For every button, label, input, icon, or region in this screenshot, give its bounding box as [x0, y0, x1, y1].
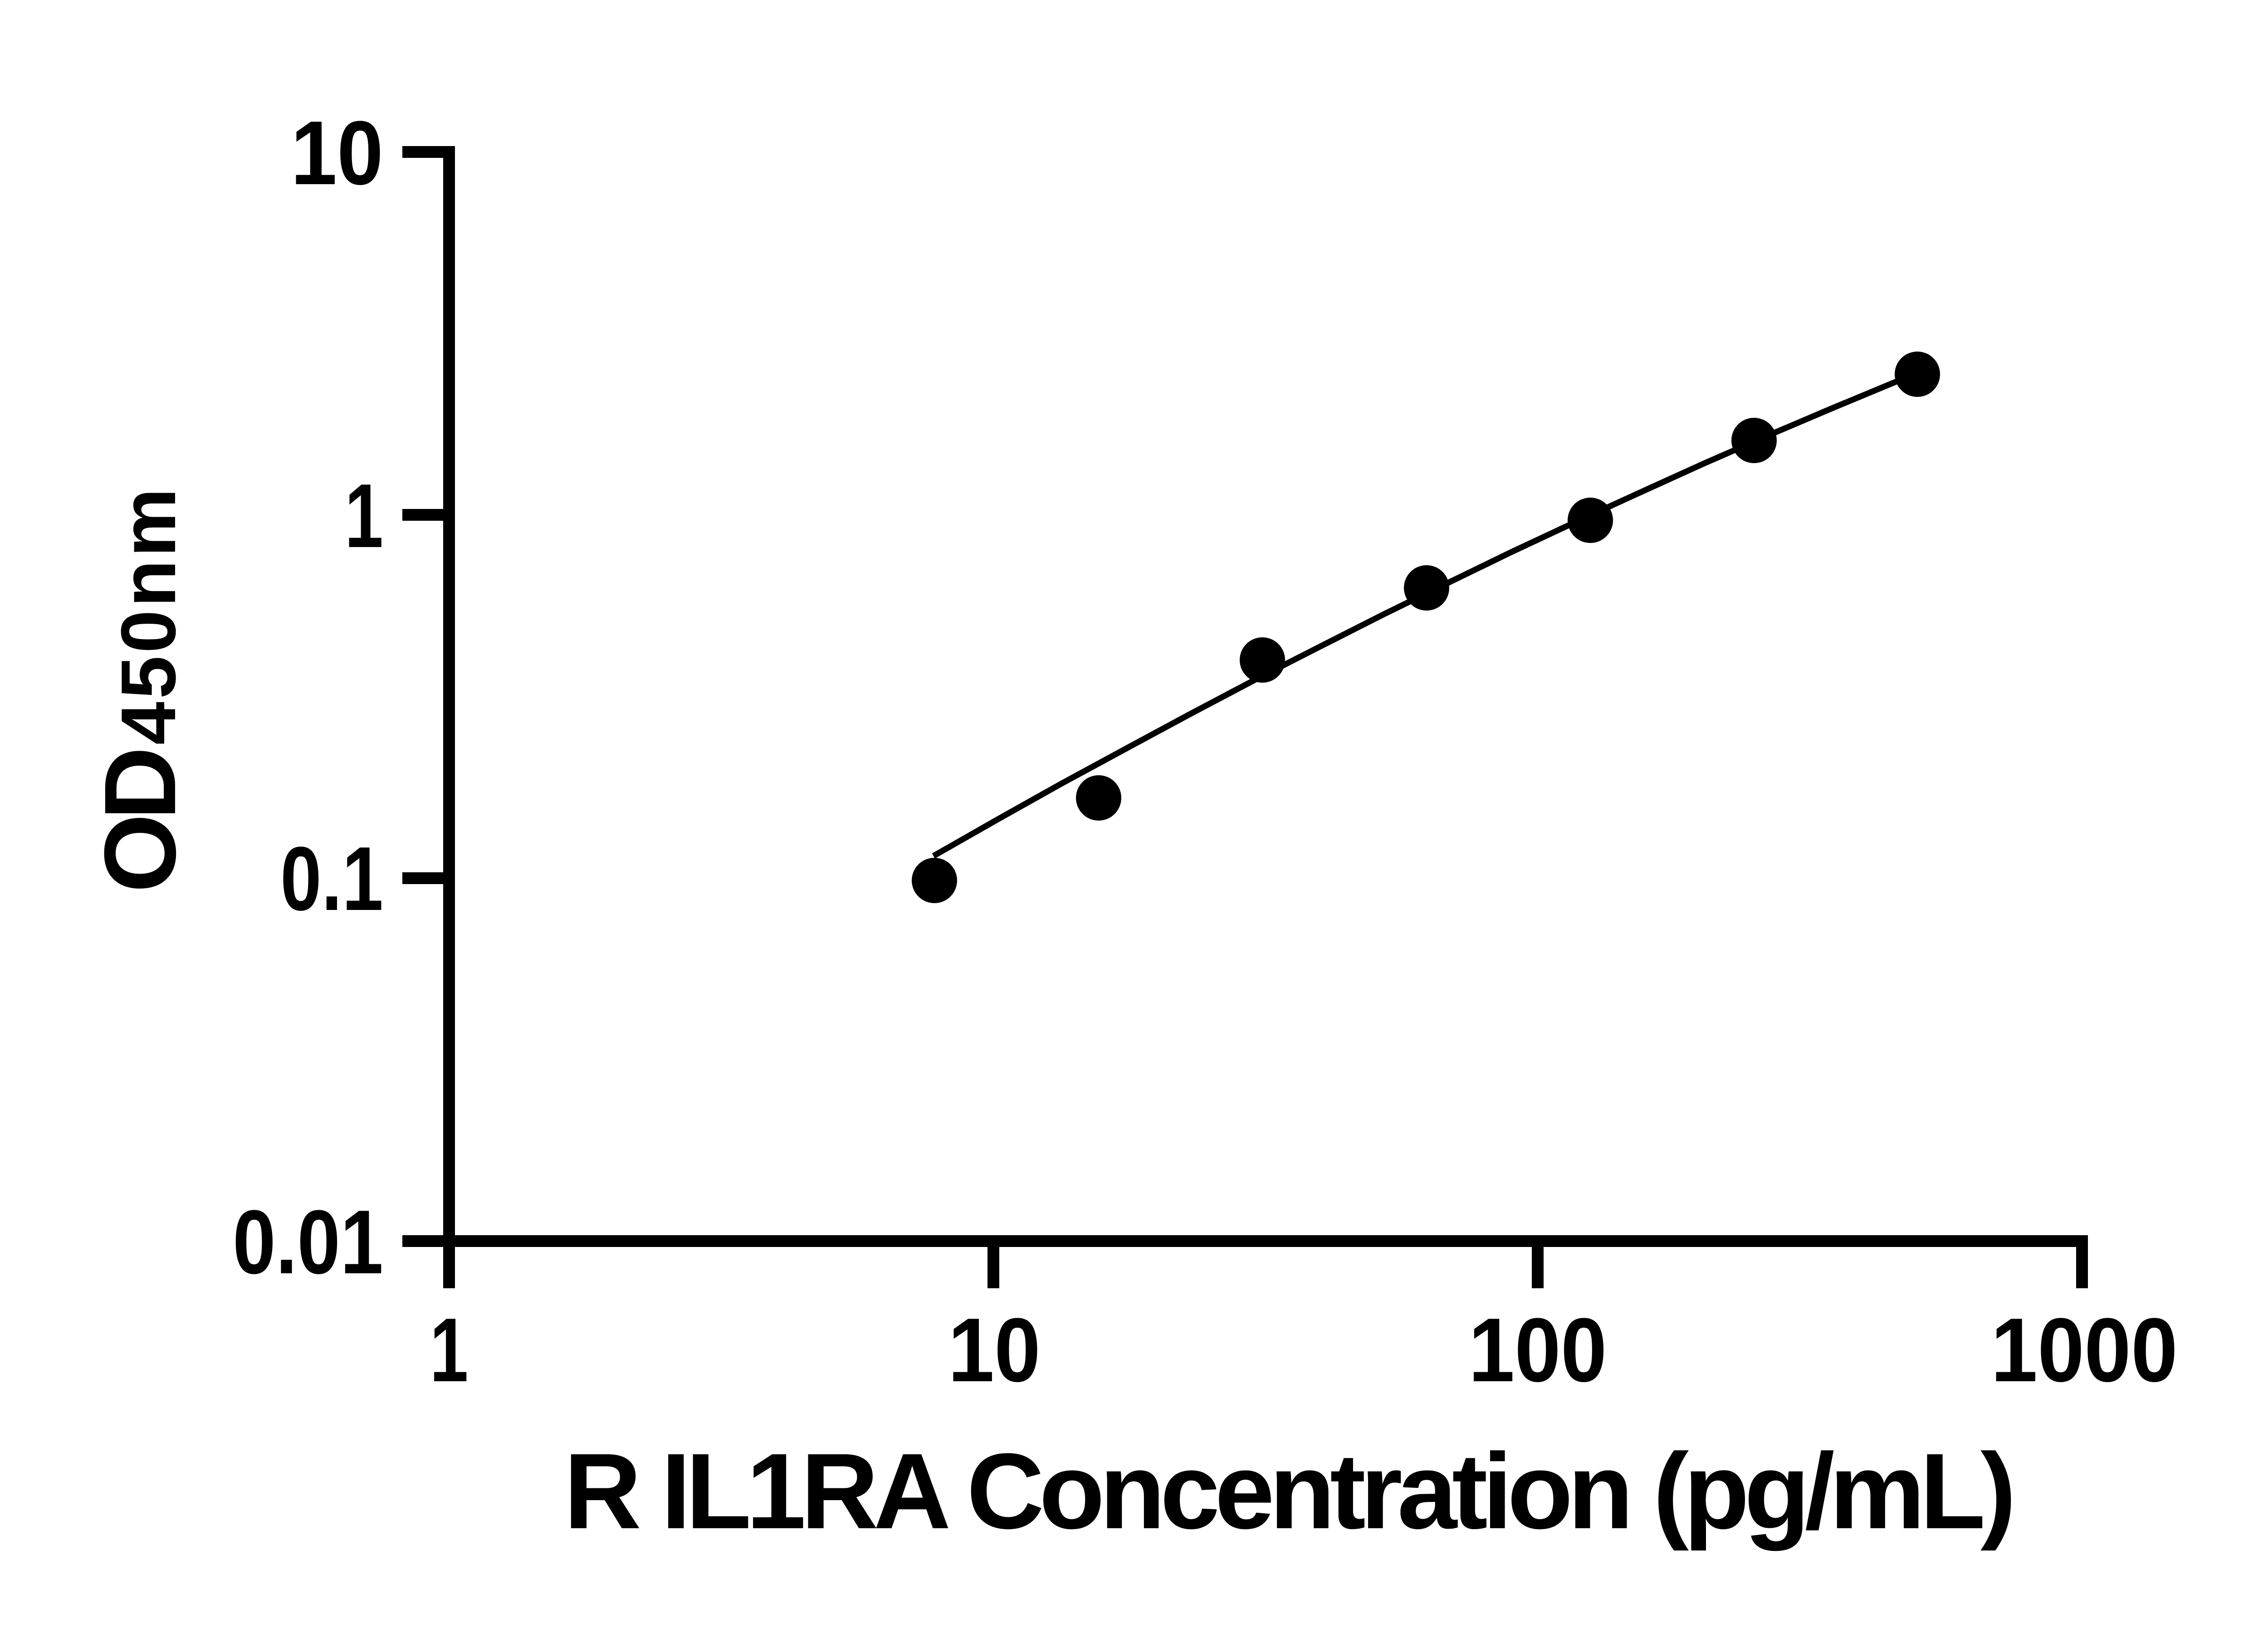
svg-text:1000: 1000: [1991, 1300, 2178, 1401]
svg-text:OD: OD: [83, 747, 197, 893]
svg-text:0.1: 0.1: [280, 828, 383, 929]
svg-text:1: 1: [345, 465, 383, 567]
svg-text:0.01: 0.01: [233, 1192, 383, 1293]
svg-text:1: 1: [430, 1300, 469, 1401]
svg-text:10: 10: [948, 1300, 1041, 1401]
svg-text:100: 100: [1469, 1300, 1607, 1401]
svg-text:R IL1RA Concentration (pg/mL): R IL1RA Concentration (pg/mL): [564, 1431, 2016, 1551]
svg-text:450nm: 450nm: [105, 488, 192, 745]
svg-text:10: 10: [291, 103, 383, 204]
